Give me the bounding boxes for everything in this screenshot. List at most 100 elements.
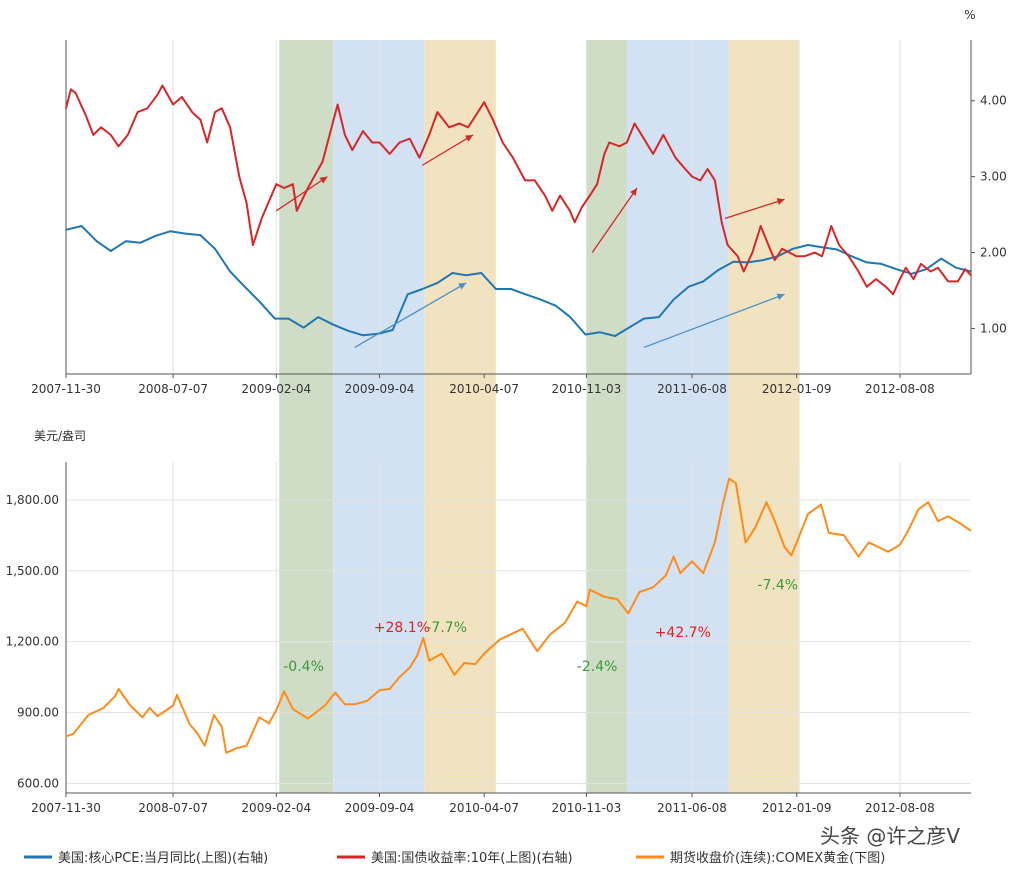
series-line-us10y-point	[100, 126, 102, 129]
series-line-core-pce-point	[940, 257, 943, 260]
series-line-core-pce-point	[866, 261, 868, 264]
series-line-core-pce-point	[510, 288, 512, 290]
series-line-comex-gold-point	[783, 546, 786, 548]
series-line-us10y-point	[608, 141, 611, 144]
series-line-core-pce-point	[495, 288, 497, 290]
upper-unit-label: %	[964, 8, 975, 22]
series-line-us10y-point	[92, 134, 95, 136]
series-line-core-pce-point	[480, 272, 483, 274]
series-line-us10y-point	[559, 194, 561, 197]
trend-arrow-head-3	[630, 188, 638, 196]
axis-labels: 2007-11-30 2008-07-07 2009-02-04 2009-09-04…	[6, 8, 1007, 815]
series-line-core-pce-point	[672, 298, 675, 301]
series-line-comex-gold-point	[268, 722, 270, 725]
series-line-us10y-point	[467, 126, 469, 129]
change-annotation-label: -7.4%	[757, 578, 798, 594]
series-line-us10y-point	[866, 285, 868, 288]
series-line-comex-gold-point	[463, 662, 466, 664]
series-line-us10y-point	[964, 268, 966, 271]
series-line-comex-gold-point	[549, 633, 551, 636]
series-line-us10y-point	[127, 134, 129, 136]
series-line-core-pce-point	[362, 334, 364, 337]
series-line-core-pce-point	[214, 248, 216, 250]
series-line-us10y-point	[501, 141, 504, 144]
lower-y-tick-label: 1,200.00	[6, 635, 59, 649]
series-line-comex-gold-point	[807, 513, 809, 515]
series-line-us10y-point	[714, 179, 716, 182]
lower-x-tick-label: 2009-09-04	[345, 801, 415, 815]
series-line-us10y-point	[662, 134, 665, 136]
series-line-comex-gold-point	[744, 541, 747, 544]
series-line-us10y-point	[172, 103, 174, 106]
series-line-us10y-point	[875, 278, 877, 280]
series-line-us10y-point	[351, 149, 354, 151]
series-line-comex-gold-point	[702, 572, 704, 574]
series-line-us10y-point	[238, 175, 241, 178]
series-line-us10y-point	[418, 156, 421, 159]
series-line-comex-gold-point	[638, 591, 641, 593]
trend-arrow-head-4	[776, 198, 785, 205]
series-line-us10y-point	[795, 255, 798, 258]
series-line-core-pce-point	[643, 317, 645, 320]
series-line-core-pce-point	[880, 263, 883, 265]
series-line-core-pce-point	[629, 326, 631, 328]
series-line-core-pce-point	[95, 240, 98, 242]
series-line-comex-gold-point	[652, 586, 654, 589]
series-line-comex-gold-point	[221, 726, 223, 728]
change-annotations: -0.4% +28.1%-7.7% -2.4% +42.7% -7.4%	[283, 578, 798, 676]
series-line-us10y-point	[436, 111, 439, 113]
series-line-us10y-point	[699, 179, 702, 182]
upper-x-tick-label: 2010-11-03	[552, 382, 622, 396]
series-line-comex-gold-point	[627, 612, 630, 615]
series-line-us10y-point	[221, 107, 223, 110]
series-line-us10y-point	[751, 251, 754, 254]
series-line-core-pce-point	[406, 293, 409, 296]
series-line-comex-gold-point	[188, 723, 191, 726]
series-line-comex-gold-point	[292, 708, 294, 710]
series-line-core-pce-point	[836, 248, 838, 251]
series-line-us10y-point	[534, 179, 536, 182]
series-line-comex-gold-point	[422, 637, 425, 639]
watermark-text: 头条 @许之彦V	[820, 824, 960, 848]
series-line-us10y-point	[674, 156, 677, 159]
series-line-us10y-point	[726, 244, 729, 246]
series-line-core-pce-point	[65, 229, 67, 231]
lower-x-tick-label: 2010-04-07	[449, 801, 519, 815]
series-line-comex-gold-point	[245, 744, 248, 747]
series-line-comex-gold-point	[275, 709, 278, 712]
series-line-comex-gold-point	[691, 560, 693, 563]
series-line-us10y-point	[181, 96, 183, 98]
series-line-core-pce-point	[687, 285, 690, 288]
series-line-core-pce-point	[332, 323, 335, 326]
shaded-period-4	[586, 40, 627, 793]
series-line-us10y-point	[371, 141, 374, 144]
series-line-us10y-point	[146, 107, 149, 110]
series-line-core-pce-point	[702, 280, 704, 283]
lower-x-tick-label: 2008-07-07	[138, 801, 208, 815]
series-line-comex-gold-point	[927, 501, 929, 504]
upper-x-tick-label: 2012-08-08	[865, 382, 935, 396]
lower-y-tick-label: 900.00	[17, 706, 59, 720]
series-line-core-pce-point	[554, 304, 557, 307]
series-line-core-pce-point	[229, 270, 231, 273]
series-line-us10y-point	[838, 244, 840, 246]
series-line-comex-gold-point	[441, 652, 443, 655]
series-line-comex-gold-point	[969, 529, 972, 532]
series-line-us10y-point	[596, 183, 598, 185]
upper-x-tick-label: 2011-06-08	[657, 382, 727, 396]
series-line-core-pce-point	[199, 234, 202, 236]
series-line-core-pce-point	[110, 250, 112, 252]
trend-arrow-3	[591, 187, 638, 253]
series-line-us10y-point	[362, 130, 364, 132]
series-line-core-pce-point	[762, 259, 764, 261]
series-line-comex-gold-point	[877, 546, 880, 548]
series-line-core-pce-point	[421, 288, 424, 290]
legend-label: 美国:国债收益率:10年(上图)(右轴)	[371, 850, 573, 866]
series-line-us10y-point	[947, 280, 949, 283]
series-line-us10y-point	[573, 221, 576, 223]
lower-y-tick-label: 600.00	[17, 777, 59, 791]
upper-x-tick-label: 2012-01-09	[762, 382, 832, 396]
series-line-comex-gold-point	[203, 744, 206, 747]
series-line-comex-gold-point	[679, 572, 682, 574]
series-line-comex-gold-point	[307, 717, 309, 720]
